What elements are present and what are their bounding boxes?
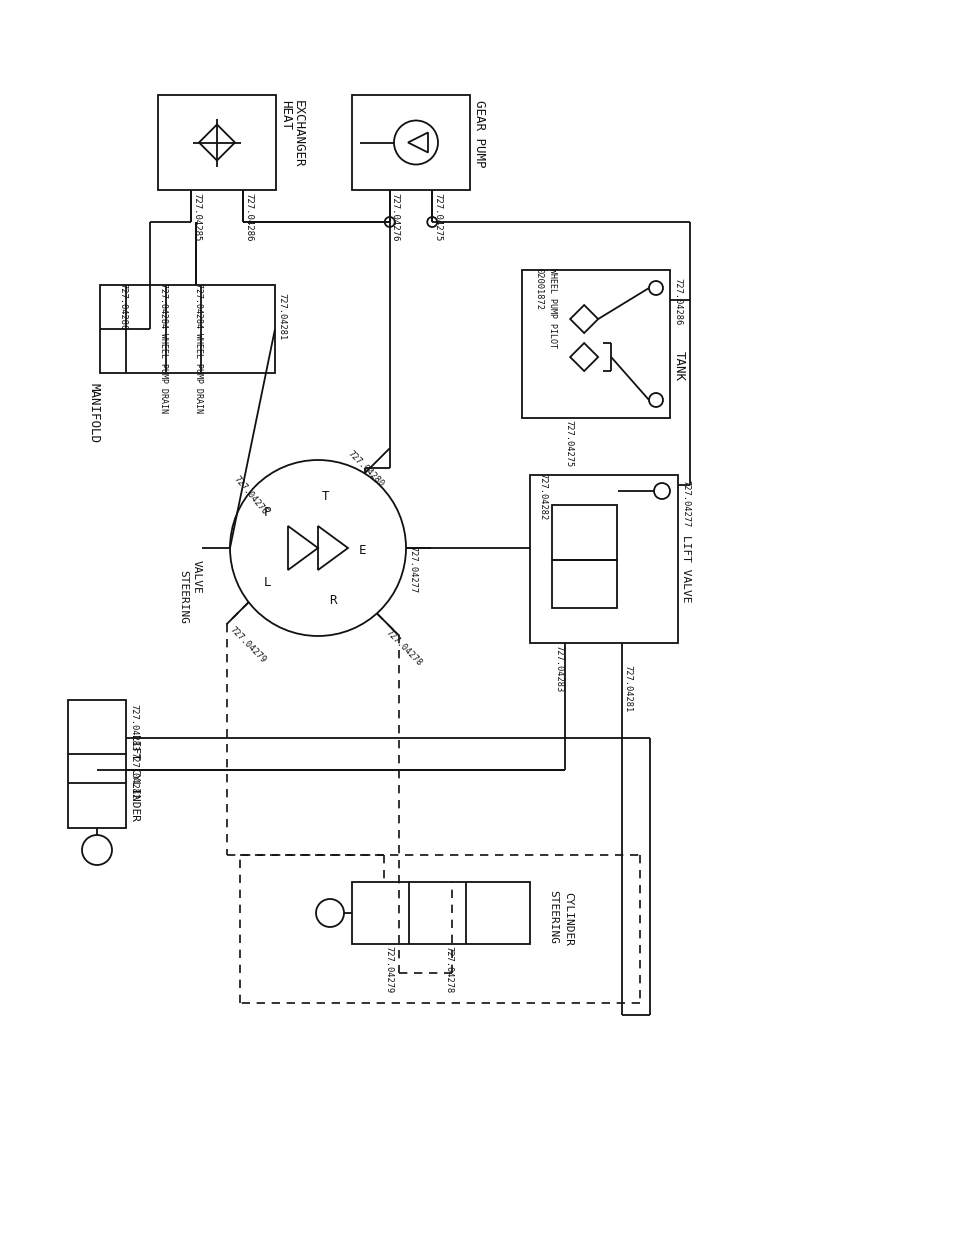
Text: 727.04283: 727.04283 <box>554 645 562 693</box>
Text: CYLINDER: CYLINDER <box>562 892 573 946</box>
Text: 727.04277: 727.04277 <box>680 480 689 527</box>
Text: E: E <box>359 543 366 557</box>
Text: 727.04275: 727.04275 <box>563 420 573 467</box>
Text: 727.04277: 727.04277 <box>408 546 416 593</box>
Text: P: P <box>264 506 272 520</box>
Text: CYLINDER: CYLINDER <box>129 768 139 823</box>
Text: 727.04279: 727.04279 <box>384 946 393 993</box>
Text: STEERING: STEERING <box>178 571 188 624</box>
Text: 727.04280: 727.04280 <box>346 448 385 488</box>
Text: WHEEL PUMP PILOT: WHEEL PUMP PILOT <box>547 268 557 348</box>
Text: LIFT: LIFT <box>129 735 139 762</box>
Text: 727.04285: 727.04285 <box>192 193 201 241</box>
Text: 727.04275: 727.04275 <box>433 193 442 241</box>
Text: 727.04280: 727.04280 <box>118 283 128 330</box>
Text: 727.04282: 727.04282 <box>129 752 138 799</box>
Text: 727.04276: 727.04276 <box>232 474 269 516</box>
Text: 727.04286: 727.04286 <box>244 193 253 241</box>
Text: 727.04284 WHEEL PUMP DRAIN: 727.04284 WHEEL PUMP DRAIN <box>158 283 168 412</box>
Text: GEAR PUMP: GEAR PUMP <box>473 100 485 168</box>
Text: 727.04276: 727.04276 <box>391 193 399 241</box>
Text: 727.04278: 727.04278 <box>384 627 423 667</box>
Text: 727.04286: 727.04286 <box>672 278 681 325</box>
Text: 02001872: 02001872 <box>534 268 542 310</box>
Text: T: T <box>322 489 330 503</box>
Text: 727.04281: 727.04281 <box>623 664 632 713</box>
Text: MANIFOLD: MANIFOLD <box>88 383 101 443</box>
Text: L: L <box>264 577 272 589</box>
Text: LIFT VALVE: LIFT VALVE <box>680 535 690 603</box>
Text: STEERING: STEERING <box>547 890 558 944</box>
Text: R: R <box>329 594 336 606</box>
Text: 727.04278: 727.04278 <box>444 946 453 993</box>
Text: 727.04284 WHEEL PUMP DRAIN: 727.04284 WHEEL PUMP DRAIN <box>193 283 203 412</box>
Text: 727.04279: 727.04279 <box>228 625 268 664</box>
Text: HEAT: HEAT <box>278 100 292 130</box>
Text: 727.04283: 727.04283 <box>129 704 138 751</box>
Text: EXCHANGER: EXCHANGER <box>292 100 305 168</box>
Text: 727.04282: 727.04282 <box>537 473 546 520</box>
Text: VALVE: VALVE <box>192 559 202 594</box>
Text: 727.04281: 727.04281 <box>276 293 286 341</box>
Text: TANK: TANK <box>672 352 685 382</box>
